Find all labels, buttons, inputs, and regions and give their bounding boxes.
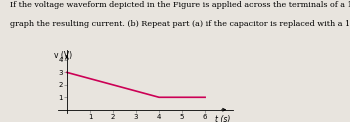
Text: graph the resulting current. (b) Repeat part (a) if the capacitor is replaced wi: graph the resulting current. (b) Repeat … [10,20,350,28]
Text: t (s): t (s) [215,115,230,122]
Text: v (V): v (V) [54,51,72,60]
Text: If the voltage waveform depicted in the Figure is applied across the terminals o: If the voltage waveform depicted in the … [10,1,350,9]
